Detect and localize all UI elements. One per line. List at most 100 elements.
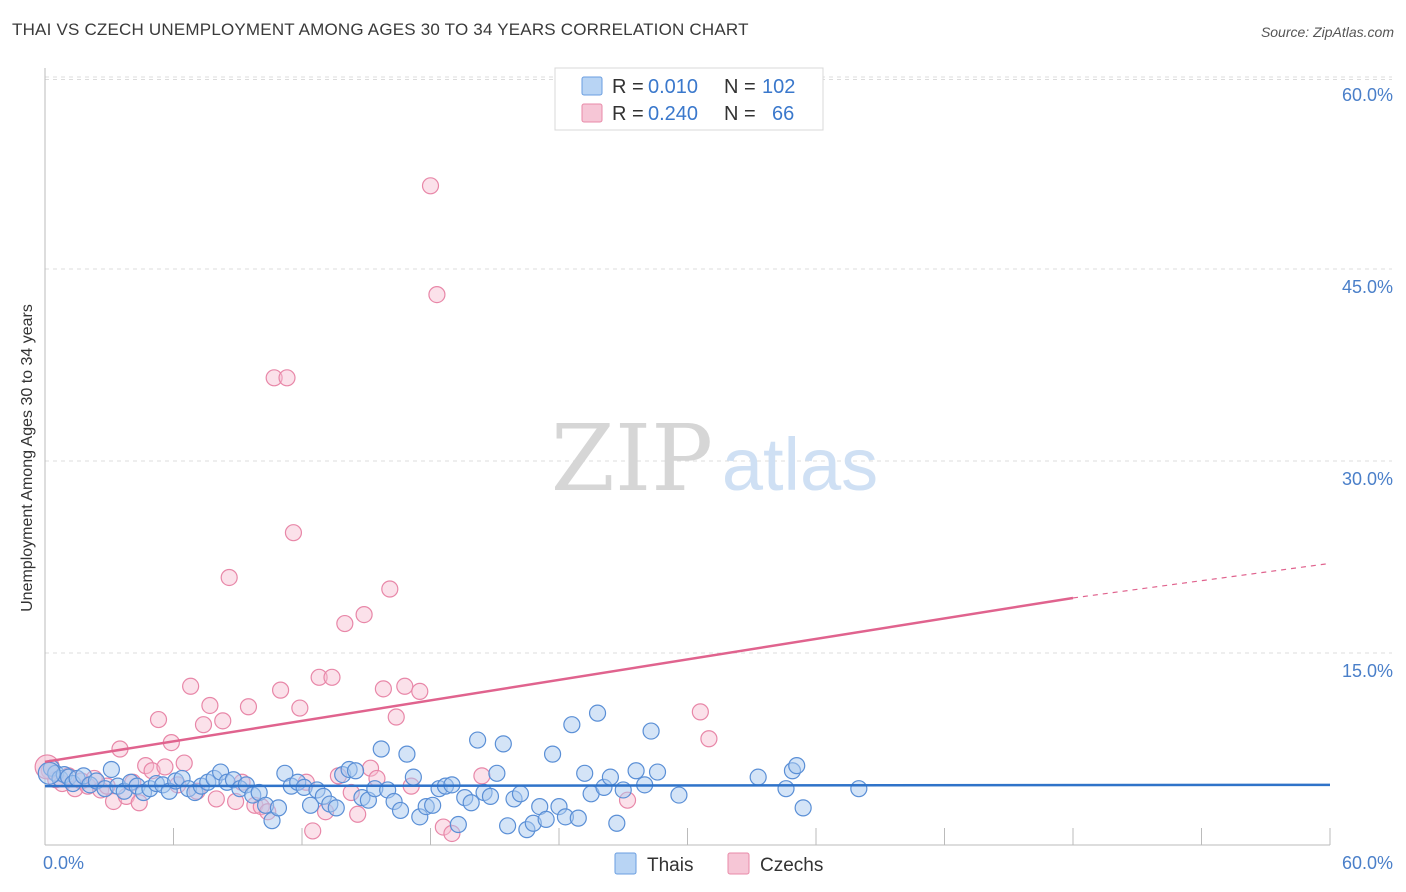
czech-point-17 <box>149 710 168 729</box>
thai-point-58 <box>404 768 422 786</box>
bottom-legend: Thais Czechs <box>614 852 823 876</box>
czech-point-62 <box>473 767 491 785</box>
czech-point-35 <box>265 369 283 387</box>
thai-point-100 <box>788 757 806 775</box>
thai-point-92 <box>627 762 645 780</box>
czech-point-46 <box>336 614 354 633</box>
legend: R = 0.010 N = 102 R = 0.240 N = 66 <box>554 67 824 131</box>
thai-point-75 <box>511 785 530 803</box>
thai-point-90 <box>608 814 626 832</box>
czech-point-63 <box>691 703 709 721</box>
czech-point-21 <box>175 754 193 772</box>
thai-point-68 <box>469 731 487 749</box>
x-tick-label-0: 0.0% <box>43 853 84 873</box>
czech-point-26 <box>207 790 225 808</box>
thai-point-101 <box>794 799 812 817</box>
y-tick-label-0: 15.0% <box>1342 661 1393 681</box>
thai-point-11 <box>102 760 120 779</box>
thai-point-96 <box>670 786 688 804</box>
axes <box>44 68 1331 846</box>
legend-r-value-czechs: 0.240 <box>648 103 698 125</box>
czech-point-52 <box>374 680 392 698</box>
czech-point-31 <box>239 698 258 716</box>
thai-point-83 <box>563 716 581 734</box>
bottom-legend-swatch-thais <box>614 852 637 875</box>
czech-point-39 <box>291 699 309 717</box>
chart-title: THAI VS CZECH UNEMPLOYMENT AMONG AGES 30… <box>12 20 749 39</box>
thai-point-84 <box>569 809 587 827</box>
thai-point-85 <box>576 764 594 782</box>
y-tick-label-3: 60.0% <box>1342 85 1393 105</box>
thai-point-72 <box>494 735 512 753</box>
thai-point-79 <box>537 810 555 829</box>
thai-point-67 <box>462 794 480 812</box>
czech-point-36 <box>271 681 290 699</box>
thai-point-95 <box>648 763 667 781</box>
trendlines <box>44 562 1331 788</box>
thai-point-80 <box>543 745 562 763</box>
thai-point-61 <box>424 796 442 814</box>
czech-point-18 <box>156 758 174 776</box>
czech-point-25 <box>201 696 219 715</box>
czech-point-27 <box>214 712 232 730</box>
czech-point-53 <box>381 580 399 598</box>
czech-point-37 <box>278 369 296 387</box>
czech-point-57 <box>411 682 429 701</box>
czech-point-28 <box>220 568 238 587</box>
thai-point-98 <box>777 780 795 798</box>
thai-point-71 <box>488 764 506 782</box>
y-tick-labels: 15.0% 30.0% 45.0% 60.0% <box>1342 85 1393 681</box>
thai-point-87 <box>588 704 607 722</box>
watermark-atlas: atlas <box>722 423 878 506</box>
legend-swatch-czechs <box>581 103 603 123</box>
y-tick-label-2: 45.0% <box>1342 277 1393 297</box>
legend-r-label-czechs: R = <box>612 103 644 125</box>
czech-point-64 <box>700 730 718 748</box>
czechs-trendline <box>44 596 1074 764</box>
czech-point-49 <box>355 605 373 624</box>
thai-point-46 <box>327 799 345 817</box>
x-tick-labels: 0.0% 60.0% <box>43 853 1393 873</box>
source-label: Source: ZipAtlas.com <box>1260 24 1394 40</box>
thais-trendline <box>44 783 1331 788</box>
bottom-legend-swatch-czechs <box>727 852 750 875</box>
bottom-legend-label-czechs: Czechs <box>760 855 823 876</box>
czech-point-58 <box>421 177 440 195</box>
thai-point-73 <box>499 817 517 835</box>
thai-point-70 <box>481 787 500 805</box>
thai-point-53 <box>372 740 390 758</box>
thai-point-65 <box>449 815 467 834</box>
thai-point-37 <box>269 799 288 817</box>
legend-n-value-thais: 102 <box>762 76 795 98</box>
czech-point-41 <box>304 822 322 840</box>
thai-point-56 <box>391 801 410 820</box>
czech-point-24 <box>194 716 213 734</box>
czech-point-59 <box>428 286 446 304</box>
czech-point-42 <box>310 668 328 686</box>
thai-point-102 <box>850 780 868 798</box>
y-tick-label-1: 30.0% <box>1342 469 1393 489</box>
x-tick-label-1: 60.0% <box>1342 853 1393 873</box>
bottom-legend-label-thais: Thais <box>647 855 693 876</box>
czech-point-22 <box>182 677 200 695</box>
legend-r-label-thais: R = <box>612 76 644 98</box>
gridlines <box>45 76 1392 654</box>
legend-n-value-czechs: 66 <box>772 103 794 125</box>
czech-point-54 <box>387 708 405 726</box>
thai-point-97 <box>749 768 767 786</box>
legend-n-label-czechs: N = <box>724 103 756 125</box>
czech-point-38 <box>284 524 303 542</box>
watermark-zip: ZIP <box>551 405 713 512</box>
thai-point-49 <box>346 762 365 780</box>
thai-point-57 <box>398 745 416 763</box>
thai-point-89 <box>601 768 620 786</box>
thai-point-94 <box>642 722 660 740</box>
czech-point-55 <box>396 677 414 695</box>
watermark: ZIP atlas <box>551 405 878 512</box>
czech-point-48 <box>349 805 367 823</box>
czechs-trendline-extension <box>1072 562 1331 599</box>
legend-swatch-thais <box>581 76 603 96</box>
czech-point-44 <box>323 668 341 686</box>
legend-r-value-thais: 0.010 <box>648 76 698 98</box>
